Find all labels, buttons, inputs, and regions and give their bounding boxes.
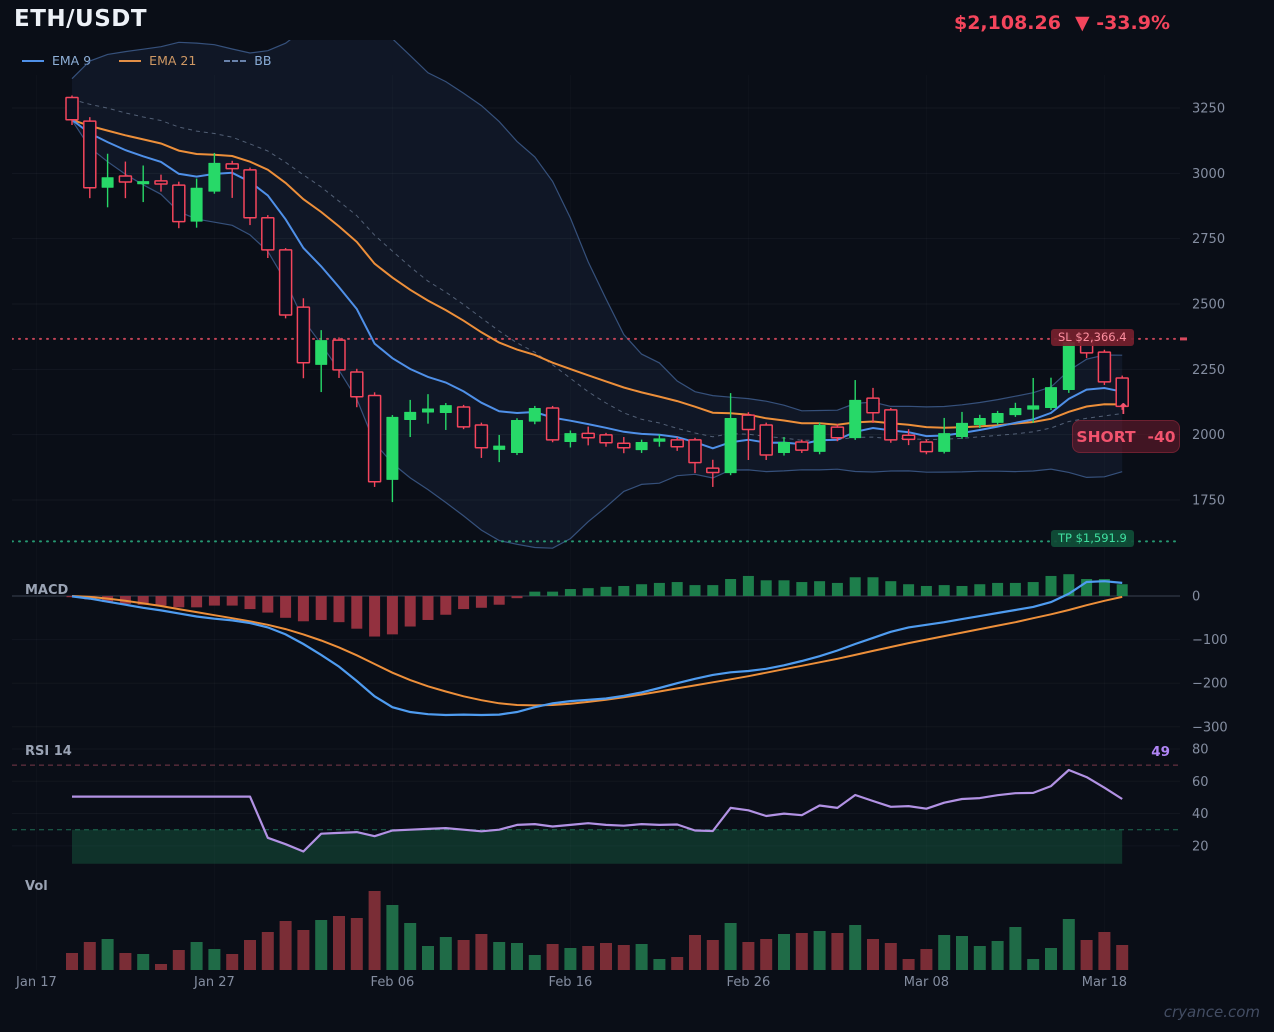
price-ticker: $2,108.26 ▼ -33.9% — [954, 12, 1170, 34]
candles — [65, 95, 1129, 503]
macd-signal-line — [71, 595, 1123, 707]
svg-text:2750: 2750 — [1192, 232, 1225, 247]
short-signal-badge[interactable]: SHORT -40 — [1072, 420, 1180, 453]
bb-lower-line — [71, 119, 1123, 549]
svg-text:Mar 08: Mar 08 — [904, 975, 949, 990]
signal-arrow-icon: ↑ — [1117, 400, 1130, 418]
svg-text:−200: −200 — [1192, 677, 1228, 692]
legend-label: BB — [254, 53, 271, 68]
rsi-oversold-fill — [72, 829, 1123, 864]
sl-axis-tick — [1180, 337, 1187, 341]
signal-score: -40 — [1147, 427, 1176, 446]
svg-text:2500: 2500 — [1192, 297, 1225, 312]
legend-item-bb[interactable]: BB — [224, 53, 271, 68]
legend-item-ema9[interactable]: EMA 9 — [22, 53, 91, 68]
stop-loss-label[interactable]: SL $2,366.4 — [1051, 329, 1134, 346]
svg-text:80: 80 — [1192, 743, 1209, 758]
svg-text:3250: 3250 — [1192, 102, 1225, 117]
grid — [12, 107, 1180, 501]
svg-text:3000: 3000 — [1192, 167, 1225, 182]
bollinger-band-area — [72, 40, 1123, 549]
svg-text:20: 20 — [1192, 839, 1209, 854]
macd-panel — [12, 574, 1180, 717]
ema21-line-icon — [119, 59, 142, 62]
ema9-line-icon — [22, 59, 44, 62]
svg-text:60: 60 — [1192, 775, 1209, 790]
bb-upper-line — [71, 40, 1123, 412]
legend-label: EMA 21 — [149, 53, 196, 68]
ema21-line — [71, 118, 1123, 429]
axis-labels: 3250 3000 2750 2500 2250 2000 1750 0 −100 −200 −30… — [15, 102, 1228, 991]
symbol-title: ETH/USDT — [14, 6, 148, 32]
legend-label: EMA 9 — [52, 53, 92, 68]
svg-text:Feb 26: Feb 26 — [727, 975, 771, 990]
rsi-panel-label: RSI 14 — [25, 744, 72, 759]
chart-legend: EMA 9 EMA 21 BB — [22, 53, 271, 68]
price-panel — [12, 40, 1180, 549]
svg-text:Mar 18: Mar 18 — [1082, 975, 1127, 990]
svg-text:Feb 06: Feb 06 — [371, 975, 415, 990]
take-profit-label[interactable]: TP $1,591.9 — [1051, 530, 1134, 547]
svg-text:2000: 2000 — [1192, 428, 1225, 443]
svg-text:−100: −100 — [1192, 633, 1228, 648]
rsi-panel — [12, 764, 1180, 864]
watermark: cryance.com — [1163, 1003, 1260, 1021]
svg-text:−300: −300 — [1192, 720, 1228, 735]
svg-text:Jan 17: Jan 17 — [15, 975, 57, 990]
svg-text:40: 40 — [1192, 807, 1209, 822]
rsi-current-value: 49 — [1151, 744, 1170, 760]
rsi-line — [72, 768, 1123, 853]
bb-line-icon — [224, 59, 247, 62]
signal-side: SHORT — [1076, 427, 1136, 446]
svg-text:Jan 27: Jan 27 — [193, 975, 235, 990]
svg-text:Feb 16: Feb 16 — [549, 975, 593, 990]
svg-text:1750: 1750 — [1192, 493, 1225, 508]
svg-text:0: 0 — [1192, 590, 1200, 605]
price-change: ▼ -33.9% — [1074, 12, 1170, 34]
legend-item-ema21[interactable]: EMA 21 — [119, 53, 196, 68]
volume-panel — [66, 891, 1129, 970]
vol-panel-label: Vol — [25, 879, 48, 894]
macd-panel-label: MACD — [25, 583, 69, 598]
last-price: $2,108.26 — [953, 12, 1061, 34]
svg-text:2250: 2250 — [1192, 363, 1225, 378]
macd-line — [71, 580, 1123, 717]
